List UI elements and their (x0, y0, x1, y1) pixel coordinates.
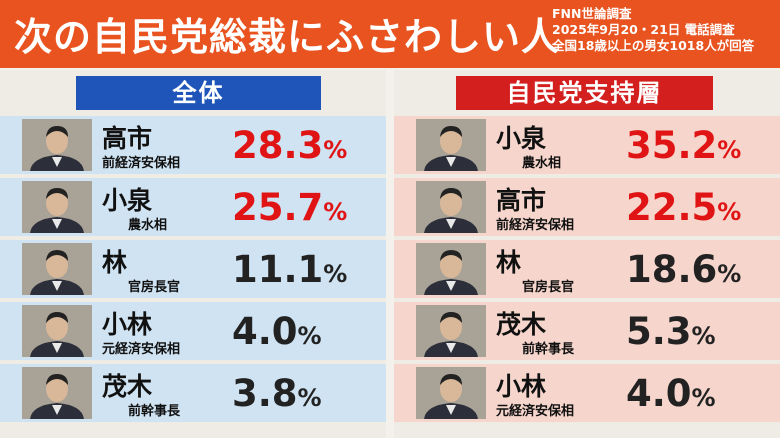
support-value-unit: % (717, 136, 742, 164)
candidate-row: 高市前経済安保相 22.5% (394, 178, 780, 236)
panel-ldp-supporters: 自民党支持層 小泉農水相 35.2% 高市前経済安保相 22.5% 林官房長官 18.6%… (394, 70, 780, 438)
candidate-photo (22, 305, 92, 357)
candidate-photo (416, 119, 486, 171)
candidate-post: 元経済安保相 (496, 404, 575, 419)
survey-meta: FNN世論調査 2025年9月20・21日 電話調査 全国18歳以上の男女101… (552, 6, 754, 54)
candidate-name: 林 (496, 248, 522, 277)
support-value: 4.0% (232, 310, 382, 353)
candidate-row: 小林元経済安保相 4.0% (0, 302, 386, 360)
support-value: 22.5% (626, 186, 776, 229)
candidate-row: 小泉農水相 25.7% (0, 178, 386, 236)
candidate-photo (416, 181, 486, 233)
candidate-name: 茂木 (102, 372, 153, 401)
page-title: 次の自民党総裁にふさわしい人 (14, 15, 561, 59)
support-value-unit: % (297, 322, 322, 350)
panel-ldp-supporters-rows: 小泉農水相 35.2% 高市前経済安保相 22.5% 林官房長官 18.6% 茂木前幹事長 5… (394, 116, 780, 426)
support-value-unit: % (691, 384, 716, 412)
candidate-post: 官房長官 (128, 280, 181, 295)
support-value-number: 4.0 (232, 310, 298, 353)
candidate-post: 前幹事長 (128, 404, 181, 419)
candidate-photo (22, 119, 92, 171)
support-value: 3.8% (232, 372, 382, 415)
support-value: 35.2% (626, 124, 776, 167)
candidate-row: 茂木前幹事長 3.8% (0, 364, 386, 422)
candidate-row: 林官房長官 18.6% (394, 240, 780, 298)
support-value-number: 22.5 (626, 186, 718, 229)
support-value-unit: % (323, 136, 348, 164)
survey-date-method: 2025年9月20・21日 電話調査 (552, 22, 735, 37)
support-value-unit: % (323, 260, 348, 288)
panel-overall-rows: 高市 前経済安保相 28.3% 小泉 農水相 25.7% 林官房長官 11.1% 小林 元経済安保… (0, 116, 386, 426)
candidate-row: 高市前経済安保相 28.3% (0, 116, 386, 174)
candidate-post: 農水相 (522, 156, 562, 171)
candidate-name: 茂木 (496, 310, 547, 339)
support-value-unit: % (717, 198, 742, 226)
candidate-name: 高市 (102, 124, 153, 153)
support-value-unit: % (323, 198, 348, 226)
support-value-number: 28.3 (232, 124, 324, 167)
support-value-number: 25.7 (232, 186, 324, 229)
support-value-number: 3.8 (232, 372, 298, 415)
candidate-photo (22, 367, 92, 419)
candidate-post: 農水相 (128, 218, 168, 233)
candidate-post: 官房長官 (522, 280, 575, 295)
candidate-name: 小林 (102, 310, 153, 339)
support-value-number: 18.6 (626, 248, 718, 291)
support-value-number: 4.0 (626, 372, 692, 415)
candidate-name: 小林 (496, 372, 547, 401)
candidate-photo (22, 243, 92, 295)
candidate-post: 前経済安保相 (102, 156, 181, 171)
candidate-row: 茂木前幹事長 5.3% (394, 302, 780, 360)
candidate-photo (22, 181, 92, 233)
candidate-row: 小泉農水相 35.2% (394, 116, 780, 174)
candidate-photo (416, 367, 486, 419)
candidate-post: 前経済安保相 (496, 218, 575, 233)
candidate-post: 元経済安保相 (102, 342, 181, 357)
header-banner: 次の自民党総裁にふさわしい人 FNN世論調査 2025年9月20・21日 電話調… (0, 0, 780, 68)
candidate-photo (416, 243, 486, 295)
support-value: 18.6% (626, 248, 776, 291)
support-value: 4.0% (626, 372, 776, 415)
support-value-unit: % (717, 260, 742, 288)
support-value: 25.7% (232, 186, 382, 229)
candidate-name: 高市 (496, 186, 547, 215)
support-value-number: 11.1 (232, 248, 324, 291)
candidate-photo (416, 305, 486, 357)
panel-ldp-supporters-label: 自民党支持層 (456, 76, 713, 110)
candidate-row: 小林元経済安保相 4.0% (394, 364, 780, 422)
support-value-unit: % (297, 384, 322, 412)
support-value: 11.1% (232, 248, 382, 291)
survey-source: FNN世論調査 (552, 6, 632, 21)
candidate-name: 小泉 (496, 124, 547, 153)
candidate-row: 林官房長官 11.1% (0, 240, 386, 298)
support-value-number: 35.2 (626, 124, 718, 167)
support-value-number: 5.3 (626, 310, 692, 353)
support-value: 28.3% (232, 124, 382, 167)
panel-overall: 全体 高市 前経済安保相 28.3% 小泉 農水相 25.7% 林官房長官 11.1% 小林 元経… (0, 70, 386, 438)
candidate-name: 林 (102, 248, 128, 277)
panel-overall-label: 全体 (76, 76, 321, 110)
support-value: 5.3% (626, 310, 776, 353)
survey-sample: 全国18歳以上の男女1018人が回答 (552, 38, 755, 53)
candidate-post: 前幹事長 (522, 342, 575, 357)
candidate-name: 小泉 (102, 186, 153, 215)
support-value-unit: % (691, 322, 716, 350)
